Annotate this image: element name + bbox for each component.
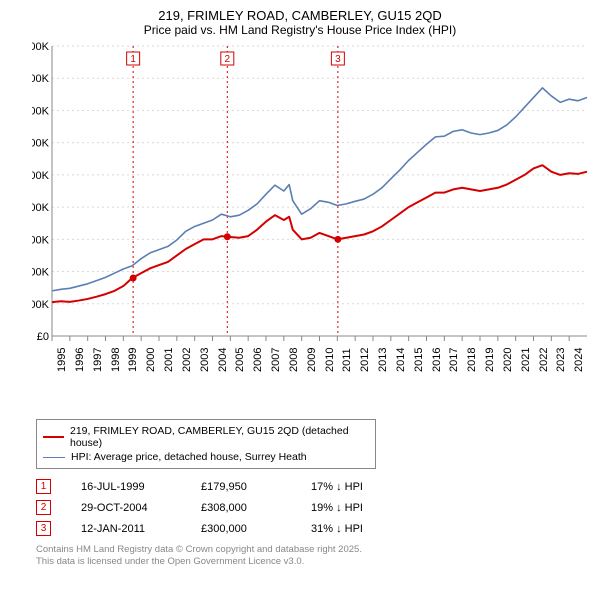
legend-label: HPI: Average price, detached house, Surr… bbox=[71, 451, 307, 463]
x-tick-label: 2017 bbox=[448, 348, 460, 372]
svg-text:3: 3 bbox=[335, 54, 341, 65]
attribution-footer: Contains HM Land Registry data © Crown c… bbox=[36, 544, 600, 569]
event-diff: 19% ↓ HPI bbox=[311, 502, 391, 514]
x-tick-label: 2009 bbox=[306, 348, 318, 372]
event-date: 29-OCT-2004 bbox=[81, 502, 171, 514]
x-tick-label: 2000 bbox=[145, 348, 157, 372]
x-tick-label: 2012 bbox=[359, 348, 371, 372]
svg-text:£800K: £800K bbox=[32, 73, 50, 85]
x-tick-label: 2002 bbox=[181, 348, 193, 372]
x-tick-label: 2015 bbox=[413, 348, 425, 372]
x-tick-label: 1998 bbox=[110, 348, 122, 372]
x-tick-label: 2003 bbox=[199, 348, 211, 372]
x-tick-label: 2007 bbox=[270, 348, 282, 372]
event-price: £179,950 bbox=[201, 481, 281, 493]
x-tick-label: 2016 bbox=[431, 348, 443, 372]
x-tick-label: 1999 bbox=[127, 348, 139, 372]
x-tick-label: 2014 bbox=[395, 348, 407, 372]
x-tick-label: 2004 bbox=[217, 348, 229, 372]
x-tick-label: 2008 bbox=[288, 348, 300, 372]
x-tick-label: 2010 bbox=[324, 348, 336, 372]
x-tick-label: 1995 bbox=[56, 348, 68, 372]
event-diff: 31% ↓ HPI bbox=[311, 523, 391, 535]
svg-text:2: 2 bbox=[225, 54, 231, 65]
svg-text:£500K: £500K bbox=[32, 170, 50, 182]
event-date: 16-JUL-1999 bbox=[81, 481, 171, 493]
x-tick-label: 2011 bbox=[341, 348, 353, 372]
x-tick-label: 2024 bbox=[573, 348, 585, 372]
legend-label: 219, FRIMLEY ROAD, CAMBERLEY, GU15 2QD (… bbox=[70, 425, 369, 449]
svg-text:£600K: £600K bbox=[32, 138, 50, 150]
line-chart-svg: £0 £100K £200K £300K £400K £500K £600K £700K £80… bbox=[32, 41, 592, 341]
legend-box: 219, FRIMLEY ROAD, CAMBERLEY, GU15 2QD (… bbox=[36, 419, 376, 469]
x-tick-label: 2005 bbox=[234, 348, 246, 372]
x-tick-label: 2020 bbox=[502, 348, 514, 372]
x-tick-label: 1996 bbox=[74, 348, 86, 372]
event-row: 1 16-JUL-1999 £179,950 17% ↓ HPI bbox=[36, 479, 600, 494]
event-row: 2 29-OCT-2004 £308,000 19% ↓ HPI bbox=[36, 500, 600, 515]
event-price: £300,000 bbox=[201, 523, 281, 535]
event-marker-box: 3 bbox=[36, 521, 51, 536]
svg-text:£300K: £300K bbox=[32, 234, 50, 246]
legend-swatch bbox=[43, 436, 64, 438]
legend-row: 219, FRIMLEY ROAD, CAMBERLEY, GU15 2QD (… bbox=[43, 424, 369, 450]
x-tick-label: 1997 bbox=[92, 348, 104, 372]
title-line2: Price paid vs. HM Land Registry's House … bbox=[0, 23, 600, 37]
event-table: 1 16-JUL-1999 £179,950 17% ↓ HPI 2 29-OCT-200… bbox=[36, 479, 600, 536]
x-tick-label: 2022 bbox=[538, 348, 550, 372]
svg-text:£900K: £900K bbox=[32, 41, 50, 53]
event-diff: 17% ↓ HPI bbox=[311, 481, 391, 493]
x-tick-label: 2001 bbox=[163, 348, 175, 372]
chart-title-block: 219, FRIMLEY ROAD, CAMBERLEY, GU15 2QD P… bbox=[0, 0, 600, 41]
svg-text:£200K: £200K bbox=[32, 267, 50, 279]
svg-text:1: 1 bbox=[130, 54, 136, 65]
x-tick-label: 2006 bbox=[252, 348, 264, 372]
title-line1: 219, FRIMLEY ROAD, CAMBERLEY, GU15 2QD bbox=[0, 8, 600, 23]
x-tick-label: 2023 bbox=[555, 348, 567, 372]
svg-text:£0: £0 bbox=[37, 331, 49, 341]
x-tick-label: 2019 bbox=[484, 348, 496, 372]
footer-line2: This data is licensed under the Open Gov… bbox=[36, 556, 600, 568]
footer-line1: Contains HM Land Registry data © Crown c… bbox=[36, 544, 600, 556]
x-tick-label: 2013 bbox=[377, 348, 389, 372]
svg-text:£100K: £100K bbox=[32, 299, 50, 311]
event-price: £308,000 bbox=[201, 502, 281, 514]
legend-swatch bbox=[43, 457, 65, 458]
svg-text:£700K: £700K bbox=[32, 105, 50, 117]
svg-text:£400K: £400K bbox=[32, 202, 50, 214]
x-tick-label: 2018 bbox=[466, 348, 478, 372]
event-date: 12-JAN-2011 bbox=[81, 523, 171, 535]
event-row: 3 12-JAN-2011 £300,000 31% ↓ HPI bbox=[36, 521, 600, 536]
chart-area: £0 £100K £200K £300K £400K £500K £600K £700K £80… bbox=[32, 41, 592, 381]
event-marker-box: 2 bbox=[36, 500, 51, 515]
legend-row: HPI: Average price, detached house, Surr… bbox=[43, 450, 369, 464]
event-marker-box: 1 bbox=[36, 479, 51, 494]
x-tick-label: 2021 bbox=[520, 348, 532, 372]
